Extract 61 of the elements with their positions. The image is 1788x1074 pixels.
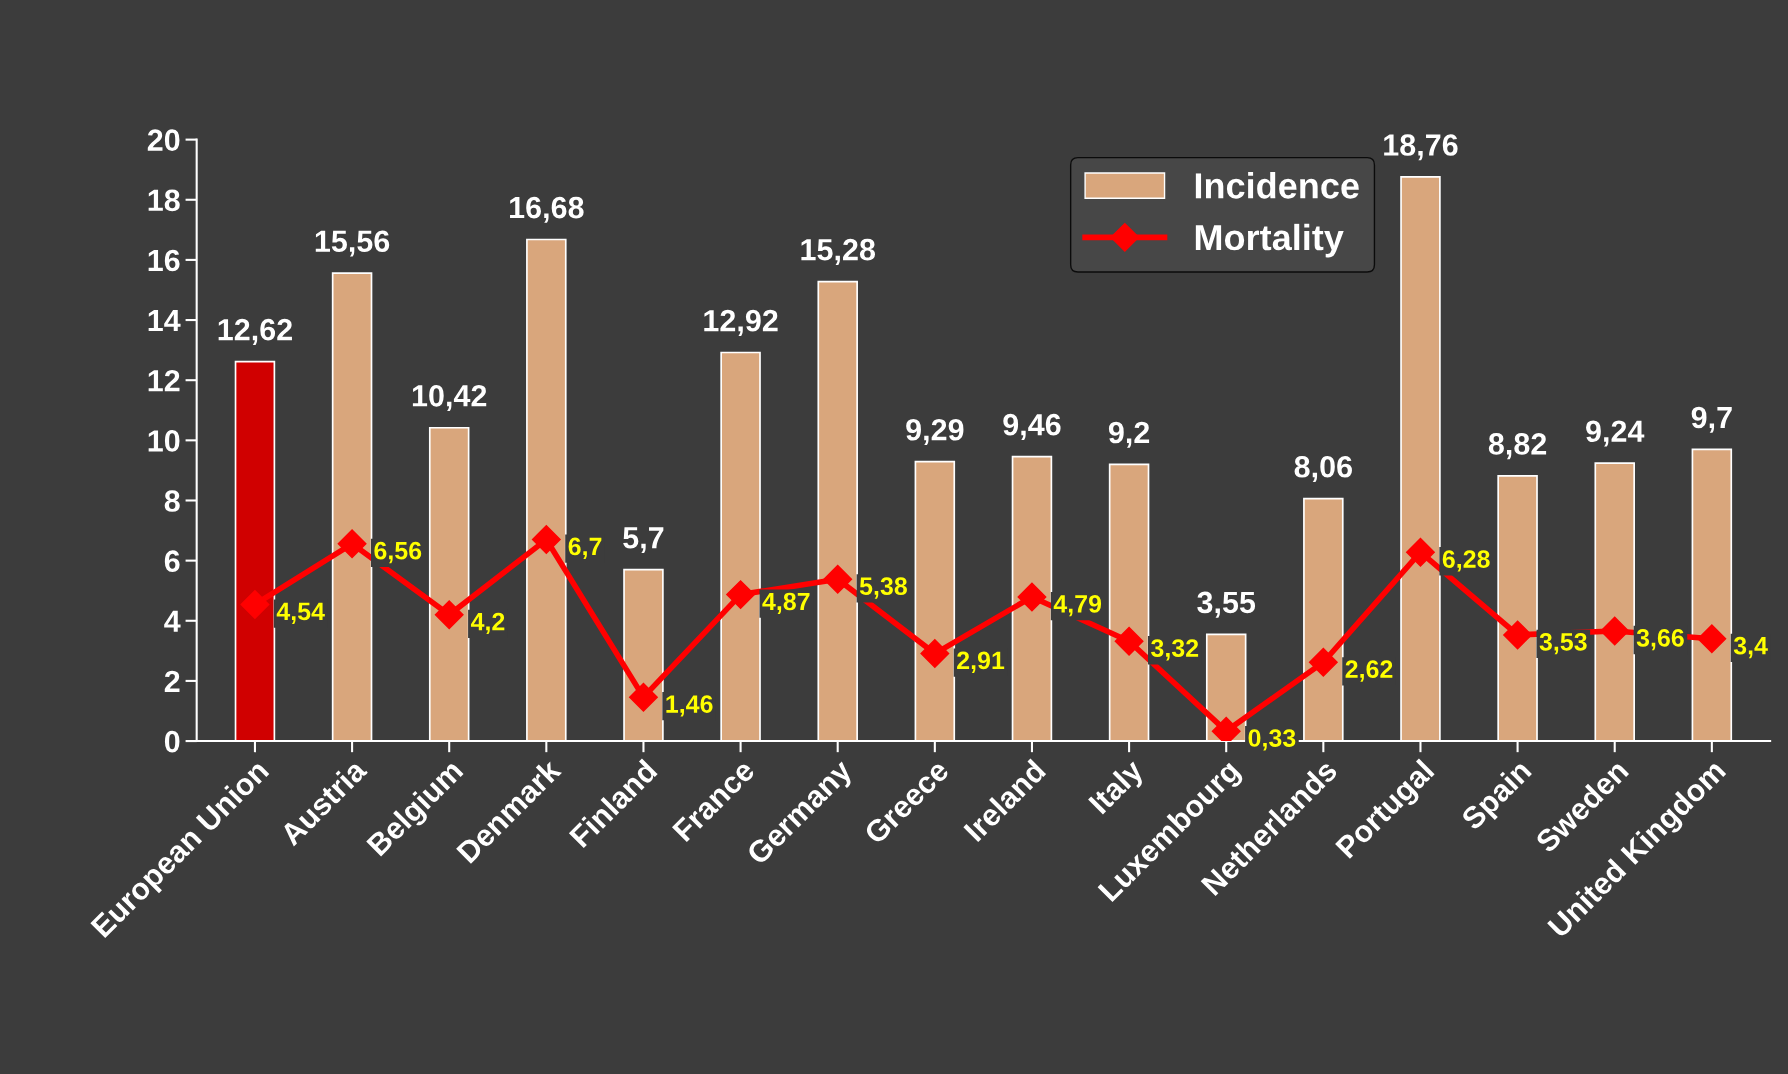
- point: [337, 529, 367, 559]
- point: [1406, 537, 1435, 567]
- y-tick-label: 8: [164, 490, 180, 512]
- data-label: 9,2: [1108, 421, 1150, 448]
- data-label: 2,91: [957, 651, 1005, 673]
- y-tick-label: 4: [164, 610, 181, 632]
- data-label: 3,53: [1539, 632, 1587, 655]
- data-label: 3,32: [1151, 639, 1199, 661]
- data-label: 12,92: [704, 309, 778, 336]
- data-label: 9,29: [906, 418, 964, 446]
- y-tick-label: 16: [148, 249, 180, 272]
- point: [1017, 582, 1047, 612]
- y-tick-label: 18: [148, 189, 180, 212]
- data-label: 6,7: [568, 537, 602, 559]
- data-label: 9,7: [1691, 406, 1732, 433]
- point: [240, 590, 270, 619]
- data-label: 6,28: [1442, 550, 1490, 572]
- point: [823, 564, 853, 594]
- data-label: 3,66: [1636, 629, 1684, 651]
- data-label: 5,7: [623, 527, 664, 553]
- point: [726, 580, 756, 610]
- y-tick-label: 6: [164, 550, 180, 572]
- point: [1211, 716, 1241, 742]
- point: [531, 525, 561, 555]
- point: [629, 682, 658, 712]
- data-label: 18,76: [1384, 134, 1458, 161]
- data-label: 1,46: [666, 695, 713, 717]
- data-label: 4,2: [470, 612, 505, 635]
- data-label: 3,55: [1197, 591, 1256, 618]
- data-label: 12,62: [218, 318, 292, 345]
- data-label: 4,54: [276, 602, 325, 624]
- data-label: 10,42: [412, 385, 487, 412]
- data-label: 9,24: [1586, 420, 1645, 447]
- data-label: 9,46: [1003, 413, 1061, 440]
- y-tick-label: 20: [147, 129, 180, 151]
- point: [1308, 647, 1338, 677]
- y-tick-label: 10: [148, 430, 180, 452]
- legend-label: Incidence: [1195, 172, 1359, 199]
- data-label: 4,79: [1053, 595, 1102, 617]
- point: [1114, 626, 1144, 656]
- data-label: 8,82: [1488, 433, 1547, 460]
- data-label: 15,56: [315, 230, 390, 257]
- data-label: 3,4: [1733, 636, 1768, 659]
- point: [434, 600, 464, 630]
- y-tick-label: 12: [148, 369, 180, 392]
- point: [1600, 616, 1630, 646]
- data-label: 6,56: [374, 541, 422, 564]
- data-label: 8,06: [1294, 455, 1352, 483]
- data-label: 0,33: [1248, 729, 1296, 751]
- point: [1503, 620, 1533, 650]
- point: [920, 639, 950, 668]
- y-tick-label: 0: [164, 730, 180, 753]
- data-label: 4,87: [762, 592, 810, 614]
- data-label: 15,28: [801, 238, 876, 265]
- data-label: 16,68: [510, 196, 584, 223]
- data-label: 5,38: [859, 577, 907, 599]
- y-tick-label: 2: [164, 670, 180, 692]
- legend-label: Mortality: [1195, 223, 1344, 258]
- point: [1697, 624, 1727, 654]
- y-tick-label: 14: [148, 310, 181, 332]
- data-label: 2,62: [1345, 660, 1393, 682]
